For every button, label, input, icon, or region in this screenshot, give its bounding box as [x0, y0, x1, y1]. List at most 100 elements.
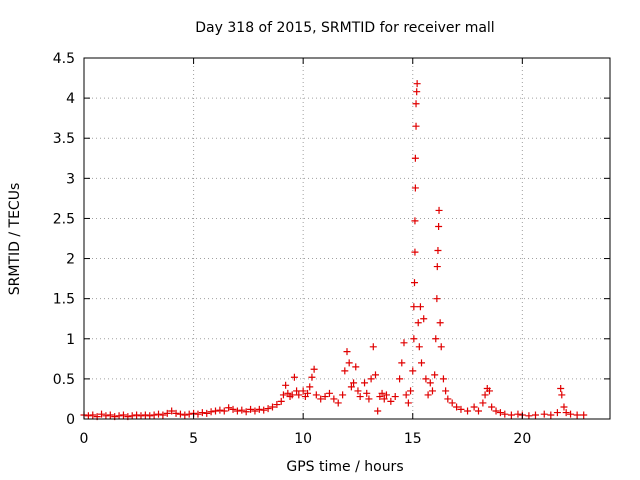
data-point — [411, 184, 419, 192]
data-point — [382, 391, 390, 399]
data-point — [133, 411, 141, 419]
data-point — [557, 385, 565, 393]
data-point — [363, 389, 371, 397]
data-point — [567, 410, 575, 418]
data-point — [106, 411, 114, 419]
data-point — [411, 248, 419, 256]
data-point — [488, 403, 496, 411]
data-point — [409, 367, 417, 375]
y-axis-label: SRMTID / TECUs — [7, 183, 23, 296]
data-point — [361, 379, 369, 387]
data-point — [415, 343, 423, 351]
data-point — [531, 411, 539, 419]
data-point — [580, 411, 588, 419]
data-point — [295, 391, 303, 399]
data-point — [453, 403, 461, 411]
data-point — [181, 411, 189, 419]
data-point — [432, 335, 440, 343]
data-point — [176, 410, 184, 418]
y-tick-label: 2.5 — [53, 211, 75, 227]
data-point — [411, 279, 419, 287]
data-point — [264, 405, 272, 413]
data-point — [137, 412, 145, 420]
y-tick-label: 4.5 — [53, 51, 75, 67]
chart-title: Day 318 of 2015, SRMTID for receiver mal… — [195, 20, 494, 36]
data-point — [352, 363, 360, 371]
data-point — [128, 412, 136, 420]
data-point — [540, 410, 548, 418]
data-point — [185, 410, 193, 418]
data-point — [378, 389, 386, 397]
data-point — [411, 217, 419, 225]
data-point — [312, 391, 320, 399]
data-point — [339, 391, 347, 399]
data-point — [216, 406, 224, 414]
data-point — [434, 247, 442, 255]
data-point — [325, 389, 333, 397]
data-point — [553, 409, 561, 417]
data-point — [507, 411, 515, 419]
data-point — [198, 409, 206, 417]
data-point — [225, 404, 233, 412]
data-point — [343, 348, 351, 356]
data-point — [317, 395, 325, 403]
data-point — [492, 407, 500, 415]
x-tick-label: 15 — [404, 431, 422, 447]
data-point — [356, 393, 364, 401]
data-point — [155, 410, 163, 418]
data-point — [146, 412, 154, 420]
data-point — [470, 403, 478, 411]
data-point — [428, 387, 436, 395]
data-point — [475, 407, 482, 415]
data-point — [172, 409, 180, 417]
data-point — [220, 407, 228, 415]
data-point — [367, 375, 375, 383]
data-point — [562, 409, 570, 417]
data-point — [435, 206, 443, 214]
data-point — [207, 408, 215, 416]
data-point — [407, 387, 415, 395]
data-point — [404, 399, 412, 407]
data-point — [203, 409, 211, 417]
data-point — [238, 406, 246, 414]
y-tick-label: 4 — [66, 91, 75, 107]
data-point — [525, 412, 533, 420]
data-point — [98, 410, 106, 418]
data-point — [410, 303, 418, 311]
data-point — [398, 359, 406, 367]
data-point — [115, 412, 123, 420]
data-point — [547, 411, 555, 419]
data-point — [485, 387, 493, 395]
data-point — [481, 391, 489, 399]
data-point — [304, 389, 312, 397]
data-point — [437, 343, 445, 351]
data-point — [380, 395, 388, 403]
data-point — [433, 263, 441, 271]
data-point — [350, 379, 358, 387]
data-point — [391, 393, 399, 401]
data-point — [141, 411, 149, 419]
data-point — [442, 387, 450, 395]
data-point — [260, 406, 268, 414]
data-point — [457, 405, 465, 413]
data-point — [444, 395, 452, 403]
data-point — [334, 399, 342, 407]
data-point — [306, 383, 314, 391]
data-point — [414, 319, 422, 327]
data-point — [413, 80, 421, 88]
x-tick-label: 20 — [513, 431, 531, 447]
data-point — [255, 405, 263, 413]
data-point — [422, 375, 430, 383]
data-point — [439, 375, 447, 383]
data-point — [341, 367, 349, 375]
data-point — [354, 387, 362, 395]
data-point — [290, 373, 298, 381]
data-point — [374, 407, 382, 415]
data-point — [321, 393, 329, 401]
data-point — [84, 412, 92, 420]
data-point — [371, 371, 379, 379]
data-point — [242, 408, 250, 416]
y-tick-label: 0 — [66, 412, 75, 428]
